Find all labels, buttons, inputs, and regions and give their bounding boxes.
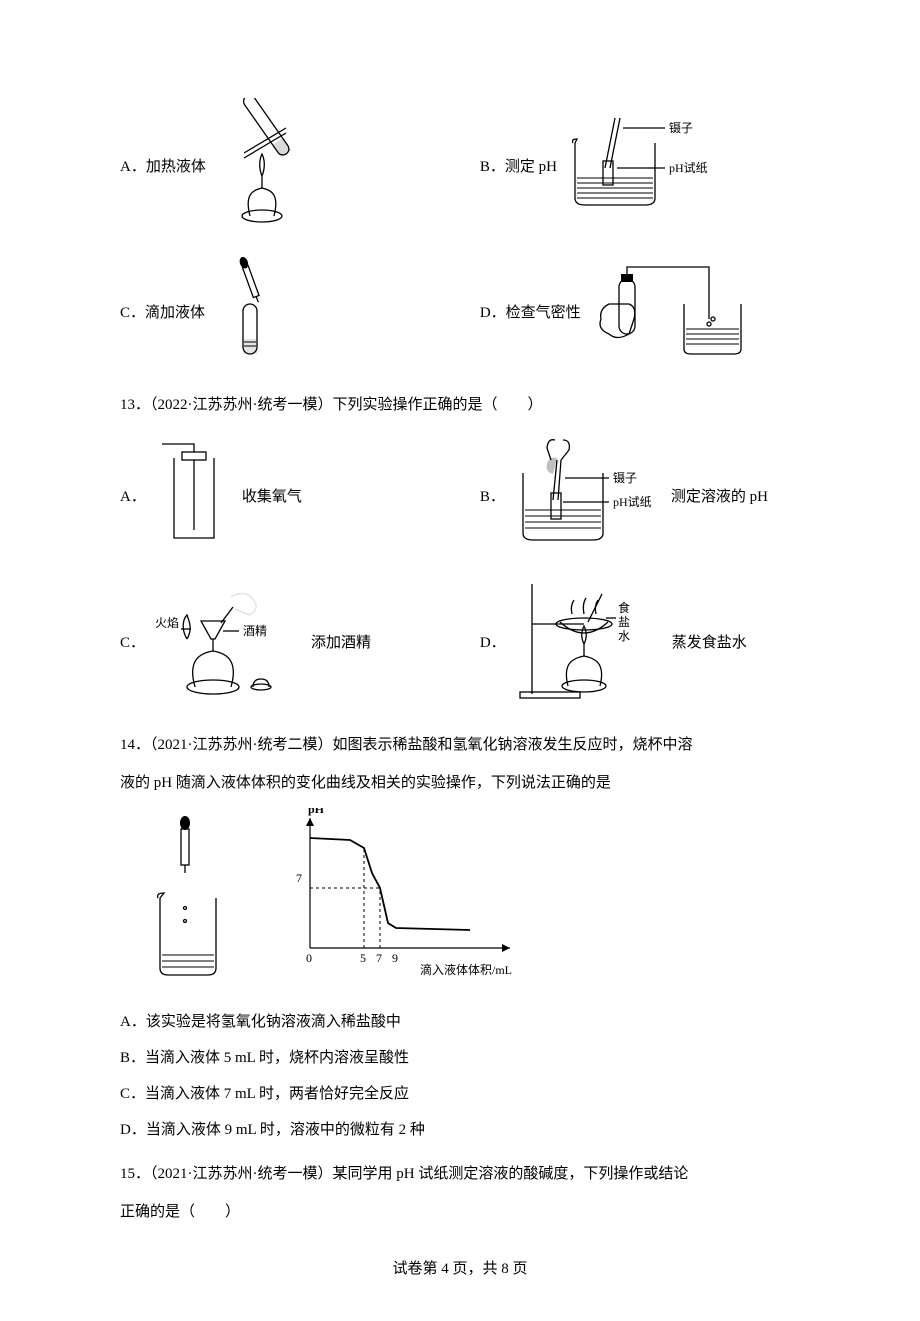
q13-opt-d: D． [470, 574, 800, 712]
ph-paper-label: pH试纸 [669, 160, 708, 175]
q14-stem-1: 14．（2021·江苏苏州·统考二模）如图表示稀盐酸和氢氧化钠溶液发生反应时，烧… [120, 730, 800, 760]
q14-opt-a: A．该实验是将氢氧化钠溶液滴入稀盐酸中 [120, 1007, 800, 1037]
q14-figure-row: pH滴入液体体积/mL05797 [120, 808, 800, 991]
ph-curve-chart: pH滴入液体体积/mL05797 [270, 808, 570, 991]
heating-liquid-diagram [214, 98, 324, 236]
svg-text:0: 0 [306, 951, 312, 965]
q13-opt-c: C． 火焰 酒精 添加酒 [120, 579, 450, 707]
q15-stem-2: 正确的是（ ） [120, 1197, 800, 1227]
q13-opt-a: A． 收集氧气 [120, 438, 450, 556]
svg-text:5: 5 [360, 951, 366, 965]
dropper-diagram [213, 254, 283, 372]
q14-opt-c: C．当滴入液体 7 mL 时，两者恰好完全反应 [120, 1079, 800, 1109]
svg-text:食: 食 [618, 600, 630, 615]
tweezers-label: 镊子 [669, 121, 693, 135]
q14-stem-2: 液的 pH 随滴入液体体积的变化曲线及相关的实验操作，下列说法正确的是 [120, 768, 800, 798]
q12-opt-b: B．测定 pH 镊子 pH试纸 [470, 113, 800, 221]
q13-row-cd: C． 火焰 酒精 添加酒 [120, 574, 800, 712]
q13-b-caption: 测定溶液的 pH [671, 485, 768, 509]
q13-a-label: A． [120, 485, 146, 509]
collect-o2-diagram [154, 438, 234, 556]
svg-text:盐: 盐 [618, 615, 630, 629]
page-footer: 试卷第 4 页，共 8 页 [120, 1257, 800, 1281]
q13-d-label: D． [480, 631, 506, 655]
svg-text:7: 7 [296, 871, 302, 885]
svg-text:7: 7 [376, 951, 382, 965]
svg-text:酒精: 酒精 [243, 624, 267, 638]
svg-text:镊子: 镊子 [613, 471, 637, 485]
svg-text:水: 水 [618, 629, 630, 643]
q13-c-label: C． [120, 631, 145, 655]
q12-d-label: D．检查气密性 [480, 301, 581, 325]
q15-stem-1: 15．（2021·江苏苏州·统考一模）某同学用 pH 试纸测定溶液的酸碱度，下列… [120, 1159, 800, 1189]
svg-text:火焰: 火焰 [155, 615, 179, 630]
q12-b-label: B．测定 pH [480, 155, 557, 179]
q13-a-caption: 收集氧气 [242, 485, 302, 509]
svg-text:pH试纸: pH试纸 [613, 494, 652, 509]
q13-row-ab: A． 收集氧气 B． [120, 438, 800, 556]
q13-b-label: B． [480, 485, 505, 509]
svg-text:9: 9 [392, 951, 398, 965]
q13-d-caption: 蒸发食盐水 [672, 631, 747, 655]
q12-a-label: A．加热液体 [120, 155, 206, 179]
q13-stem: 13．（2022·江苏苏州·统考一模）下列实验操作正确的是（ ） [120, 390, 800, 420]
ph-measure-diagram: 镊子 pH试纸 [565, 113, 745, 221]
q12-c-label: C．滴加液体 [120, 301, 205, 325]
svg-text:pH: pH [308, 808, 325, 816]
q12-opt-a: A．加热液体 [120, 98, 450, 236]
q13-opt-b: B． 镊子 pH试纸 测定溶液的 pH [470, 438, 800, 556]
evaporate-diagram: 食 盐 水 [514, 574, 664, 712]
q14-opt-d: D．当滴入液体 9 mL 时，溶液中的微粒有 2 种 [120, 1115, 800, 1145]
q12-row-ab: A．加热液体 B．测定 pH [120, 98, 800, 236]
add-alcohol-diagram: 火焰 酒精 [153, 579, 303, 707]
q12-row-cd: C．滴加液体 D．检查气密性 [120, 254, 800, 372]
q13-c-caption: 添加酒精 [311, 631, 371, 655]
svg-text:滴入液体体积/mL: 滴入液体体积/mL [420, 962, 512, 977]
q12-opt-c: C．滴加液体 [120, 254, 450, 372]
q14-opt-b: B．当滴入液体 5 mL 时，烧杯内溶液呈酸性 [120, 1043, 800, 1073]
airtight-check-diagram [589, 259, 769, 367]
ph-measure-diagram-2: 镊子 pH试纸 [513, 438, 663, 556]
beaker-dropper-diagram [150, 813, 230, 991]
q12-opt-d: D．检查气密性 [470, 259, 800, 367]
